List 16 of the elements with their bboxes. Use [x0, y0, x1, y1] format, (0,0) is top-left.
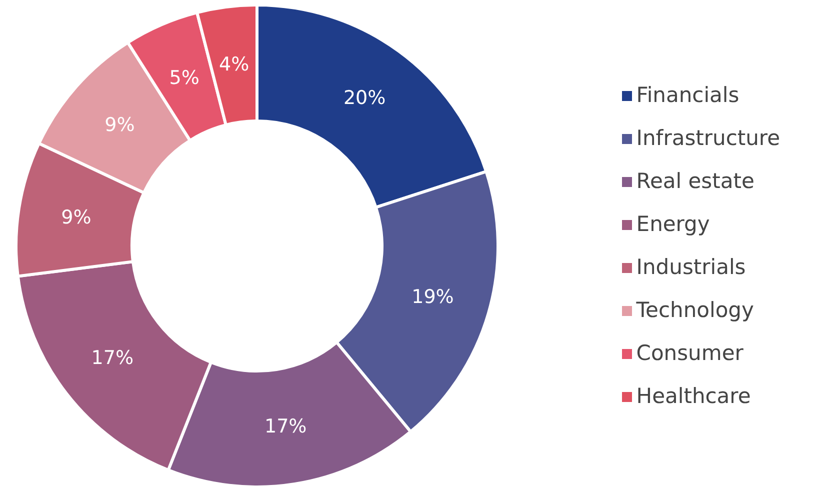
data-label: 17% [264, 416, 307, 438]
legend-label: Healthcare [636, 384, 751, 408]
data-label: 4% [218, 53, 250, 76]
legend-label: Real estate [636, 168, 754, 192]
legend-label: Consumer [636, 340, 744, 364]
data-label: 20% [343, 86, 386, 109]
data-label: 5% [169, 67, 200, 90]
data-label: 17% [91, 347, 134, 370]
legend-label: Financials [636, 82, 740, 106]
data-label: 19% [412, 286, 454, 308]
data-label: 9% [61, 206, 92, 228]
legend-label: Industrials [636, 254, 746, 278]
legend-label: Infrastructure [636, 126, 780, 150]
legend-label: Energy [636, 212, 710, 236]
legend-label: Technology [636, 298, 754, 322]
data-label: 9% [104, 114, 135, 136]
